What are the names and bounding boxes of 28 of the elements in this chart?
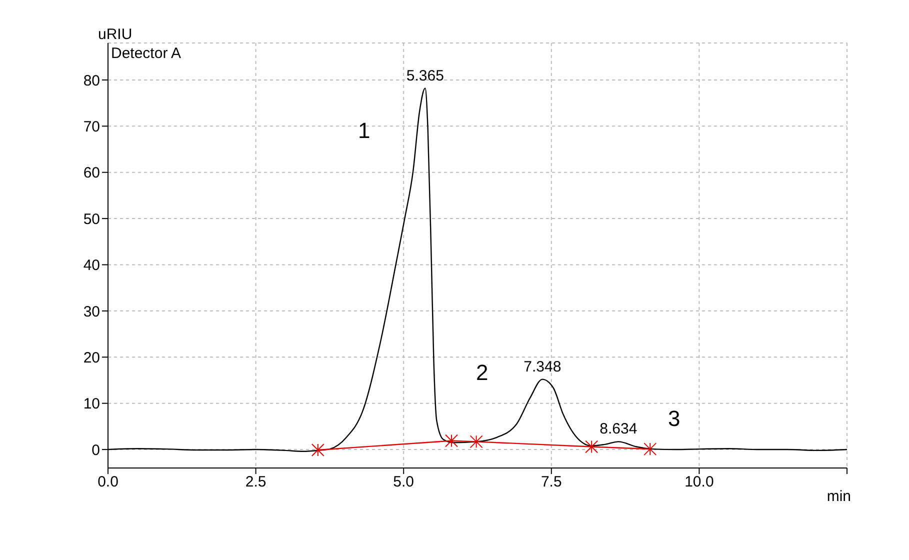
y-tick-label: 50 (83, 210, 100, 228)
annotation: 5.365 (406, 67, 444, 84)
annotation: 1 (358, 118, 370, 144)
y-tick-label: 20 (83, 349, 100, 366)
y-tick-label: 10 (83, 396, 100, 413)
annotation: 2 (476, 360, 488, 386)
y-tick-label: 60 (83, 164, 100, 182)
x-axis-title: min (826, 488, 851, 505)
x-tick-label: 0.0 (98, 474, 118, 491)
point (470, 435, 483, 448)
annotation: 7.348 (524, 358, 562, 376)
annotation: 3 (668, 406, 680, 432)
y-tick-label: 40 (83, 257, 100, 274)
x-tick-label: 2.5 (245, 474, 266, 491)
y-tick-label: 70 (83, 118, 100, 136)
x-tick-label: 7.5 (540, 474, 562, 491)
y-tick-label: 30 (83, 303, 100, 320)
annotation: Detector A (111, 45, 182, 62)
y-tick-label: 80 (83, 72, 100, 90)
point (311, 443, 324, 456)
x-tick-label: 10.0 (684, 474, 714, 491)
y-axis-title: uRIU (98, 26, 132, 43)
annotation: 8.634 (600, 420, 638, 438)
point (585, 440, 598, 454)
point (444, 434, 458, 448)
point (644, 442, 657, 456)
x-tick-label: 5.0 (393, 474, 414, 491)
y-tick-label: 0 (92, 442, 100, 459)
